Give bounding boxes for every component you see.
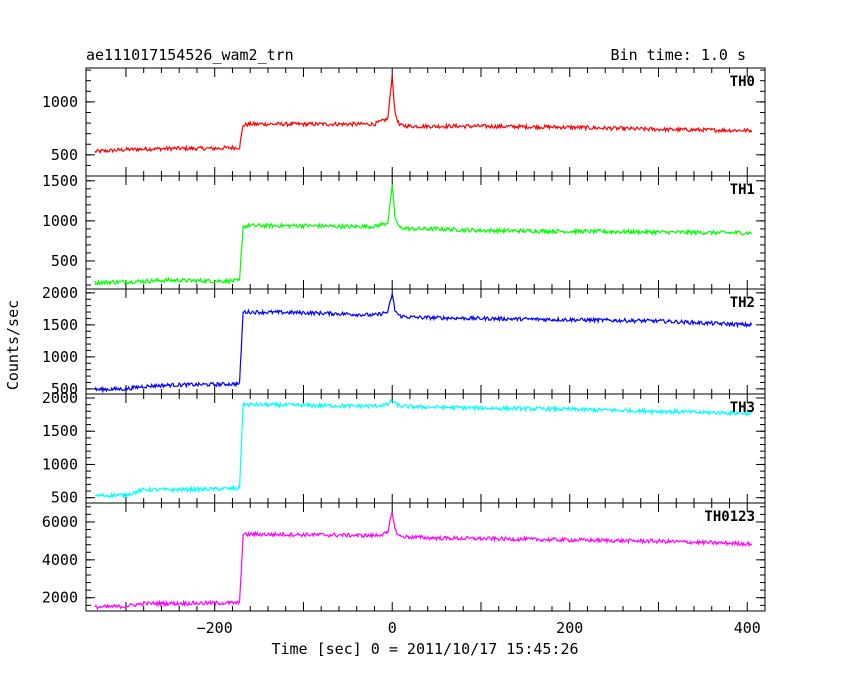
y-tick-label: 2000 bbox=[42, 589, 78, 607]
chart-title-right: Bin time: 1.0 s bbox=[611, 46, 746, 64]
panel-frame bbox=[85, 175, 766, 290]
y-tick-label: 2000 bbox=[42, 389, 78, 407]
panel-th0123: 2000 4000 6000 TH0123 bbox=[42, 502, 766, 612]
x-tick-label: −200 bbox=[197, 619, 233, 637]
series-line bbox=[94, 184, 753, 286]
panel-label: TH3 bbox=[730, 400, 755, 416]
y-tick-label: 1500 bbox=[42, 172, 78, 190]
series-line bbox=[94, 511, 753, 611]
y-tick-label: 500 bbox=[51, 252, 78, 270]
y-tick-label: 1500 bbox=[42, 422, 78, 440]
y-tick-label: 1000 bbox=[42, 93, 78, 111]
x-tick-label: 0 bbox=[388, 619, 397, 637]
panel-label: TH1 bbox=[730, 182, 755, 198]
y-tick-label: 2000 bbox=[42, 284, 78, 302]
panel-th3: 500 1000 1500 2000 TH3 bbox=[42, 389, 766, 507]
panel-th2: 500 1000 1500 2000 TH2 bbox=[42, 284, 766, 398]
panel-label: TH0 bbox=[730, 74, 755, 90]
series-line bbox=[94, 74, 753, 155]
series-line bbox=[94, 293, 753, 394]
x-axis-label: Time [sec] 0 = 2011/10/17 15:45:26 bbox=[271, 640, 578, 658]
x-tick-label: 400 bbox=[734, 619, 761, 637]
x-tick-label: 200 bbox=[556, 619, 583, 637]
y-tick-label: 4000 bbox=[42, 551, 78, 569]
panel-frame bbox=[85, 67, 766, 177]
y-tick-label: 500 bbox=[51, 489, 78, 507]
y-tick-label: 1000 bbox=[42, 455, 78, 473]
y-tick-label: 6000 bbox=[42, 513, 78, 531]
series-line bbox=[94, 398, 753, 500]
y-tick-label: 500 bbox=[51, 146, 78, 164]
panels-layer: 5001000TH050010001500TH1500100015002000T… bbox=[42, 67, 766, 637]
y-tick-label: 500 bbox=[51, 380, 78, 398]
y-tick-label: 1500 bbox=[42, 316, 78, 334]
panel-frame bbox=[85, 288, 766, 395]
panel-label: TH2 bbox=[730, 295, 755, 311]
panel-label: TH0123 bbox=[704, 509, 755, 525]
panel-frame bbox=[85, 502, 766, 612]
panel-th1: 500 1000 1500 TH1 bbox=[42, 172, 766, 290]
chart-title-left: ae111017154526_wam2_trn bbox=[86, 46, 294, 64]
y-tick-label: 1000 bbox=[42, 348, 78, 366]
y-axis-label: Counts/sec bbox=[4, 300, 22, 390]
y-tick-label: 1000 bbox=[42, 212, 78, 230]
panel-th0: 500 1000 TH0 bbox=[42, 67, 766, 177]
